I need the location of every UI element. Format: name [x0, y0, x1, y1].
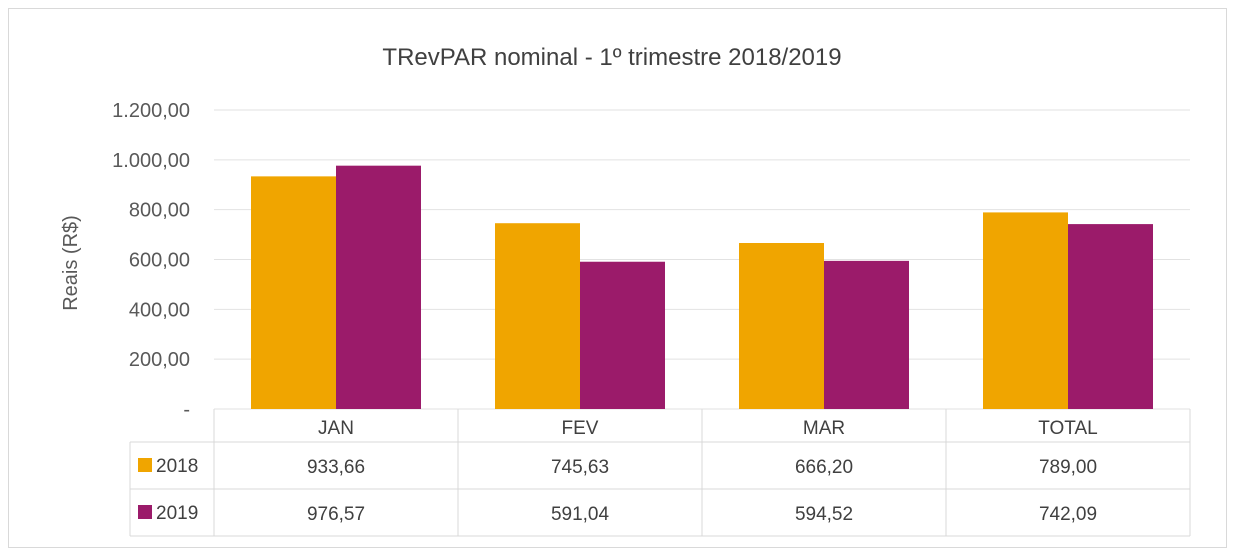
data-label: 976,57 [307, 504, 365, 525]
data-label: 666,20 [795, 457, 853, 478]
x-tick-label: FEV [562, 418, 599, 439]
bar-2018-JAN [251, 176, 336, 409]
y-tick-label: 800,00 [129, 200, 190, 222]
bar-2019-JAN [336, 165, 421, 409]
bar-2019-TOTAL [1068, 224, 1153, 409]
data-label: 933,66 [307, 457, 365, 478]
legend-swatch-2019 [138, 505, 152, 519]
legend-swatch-2018 [138, 458, 152, 472]
bar-2018-TOTAL [983, 212, 1068, 409]
x-tick-label: TOTAL [1038, 418, 1097, 439]
y-tick-label: 600,00 [129, 250, 190, 272]
x-tick-label: MAR [803, 418, 845, 439]
legend-label-2019: 2019 [156, 503, 198, 524]
data-label: 742,09 [1039, 504, 1097, 525]
y-tick-label: - [183, 399, 190, 421]
legend-label-2018: 2018 [156, 456, 198, 477]
data-label: 789,00 [1039, 457, 1097, 478]
chart-title: TRevPAR nominal - 1º trimestre 2018/2019 [382, 44, 841, 71]
y-tick-label: 200,00 [129, 349, 190, 371]
data-label: 745,63 [551, 457, 609, 478]
data-table: JAN FEV MAR TOTAL 2018 933,66 745,63 666,20 789,… [129, 409, 1191, 537]
y-tick-label: 400,00 [129, 299, 190, 321]
data-label: 591,04 [551, 504, 610, 525]
bar-2019-MAR [824, 260, 909, 409]
x-tick-label: JAN [318, 418, 354, 439]
bar-2018-FEV [495, 223, 580, 409]
y-tick-label: 1.000,00 [112, 150, 190, 172]
bars [251, 165, 1153, 409]
y-tick-labels: - 200,00 400,00 600,00 800,00 1.000,00 1.200,0… [112, 100, 190, 421]
y-tick-label: 1.200,00 [112, 100, 190, 122]
bar-2019-FEV [580, 261, 665, 409]
data-label: 594,52 [795, 504, 853, 525]
y-axis-label: Reais (R$) [60, 215, 82, 311]
bar-2018-MAR [739, 243, 824, 409]
